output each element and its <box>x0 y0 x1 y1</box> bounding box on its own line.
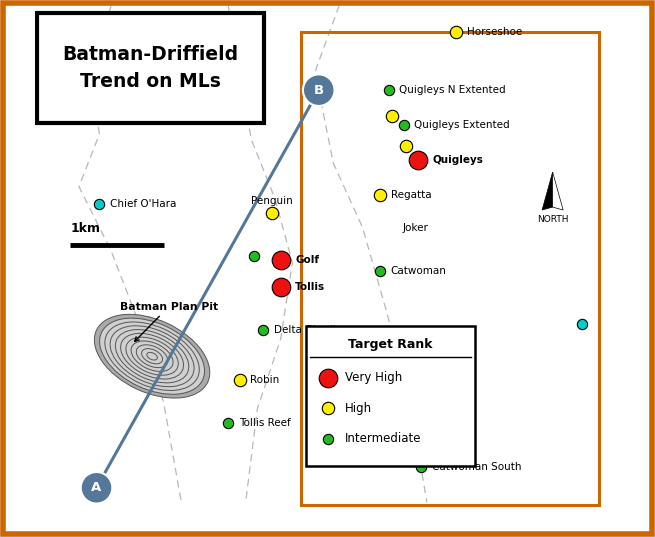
Polygon shape <box>553 172 563 210</box>
Text: Robin: Robin <box>250 375 280 384</box>
Point <box>576 320 587 328</box>
Point <box>416 463 426 471</box>
Point <box>384 86 394 95</box>
FancyBboxPatch shape <box>306 326 475 466</box>
FancyBboxPatch shape <box>37 13 265 124</box>
Text: Very High: Very High <box>345 372 402 384</box>
Point <box>258 325 269 334</box>
Text: Intermediate: Intermediate <box>345 432 422 445</box>
Circle shape <box>303 74 335 106</box>
Point <box>413 156 423 165</box>
Circle shape <box>81 472 112 504</box>
Ellipse shape <box>131 341 173 372</box>
Point <box>94 200 105 208</box>
Text: Delta Charlie: Delta Charlie <box>274 325 342 335</box>
Point <box>234 375 245 384</box>
Ellipse shape <box>115 330 189 383</box>
Ellipse shape <box>94 314 210 398</box>
Text: Quigleys N Extented: Quigleys N Extented <box>400 85 506 95</box>
Point <box>223 419 233 428</box>
Point <box>322 404 333 412</box>
Text: Tollis Reef: Tollis Reef <box>238 418 290 429</box>
Text: Joker: Joker <box>402 222 428 233</box>
Point <box>267 209 277 217</box>
Text: Chief O'Hara: Chief O'Hara <box>110 199 176 209</box>
Text: Quigleys: Quigleys <box>433 155 483 165</box>
Text: Tollis: Tollis <box>295 282 326 292</box>
Text: Horseshoe: Horseshoe <box>466 27 522 37</box>
Point <box>249 251 259 260</box>
Point <box>375 267 385 275</box>
Point <box>398 121 409 129</box>
Point <box>375 191 385 200</box>
Text: Quigleys Extented: Quigleys Extented <box>414 120 510 130</box>
Point <box>402 141 412 150</box>
Text: Regatta: Regatta <box>390 191 431 200</box>
Ellipse shape <box>100 318 204 394</box>
Ellipse shape <box>105 322 199 390</box>
Ellipse shape <box>147 352 157 360</box>
Text: 1km: 1km <box>70 222 100 235</box>
Point <box>386 112 397 121</box>
Point <box>451 27 461 36</box>
Text: B: B <box>314 84 324 97</box>
Text: Batman Plan Pit: Batman Plan Pit <box>120 301 218 342</box>
Ellipse shape <box>121 333 183 379</box>
Bar <box>301 32 599 505</box>
Text: Catwoman South: Catwoman South <box>432 462 521 473</box>
Text: Penguin: Penguin <box>251 196 293 206</box>
Ellipse shape <box>136 345 168 368</box>
Point <box>322 434 333 443</box>
Text: Catwoman: Catwoman <box>390 266 447 277</box>
Ellipse shape <box>141 349 162 364</box>
Text: NORTH: NORTH <box>537 215 569 224</box>
Text: Batman-Driffield
Trend on MLs: Batman-Driffield Trend on MLs <box>63 46 238 91</box>
Text: Target Rank: Target Rank <box>348 338 432 351</box>
Ellipse shape <box>126 337 178 375</box>
Text: A: A <box>92 481 102 494</box>
Text: High: High <box>345 402 372 415</box>
Point <box>322 374 333 382</box>
Ellipse shape <box>110 326 194 387</box>
Text: Golf: Golf <box>295 255 320 265</box>
Polygon shape <box>542 172 553 210</box>
Point <box>276 256 286 264</box>
Point <box>276 283 286 292</box>
